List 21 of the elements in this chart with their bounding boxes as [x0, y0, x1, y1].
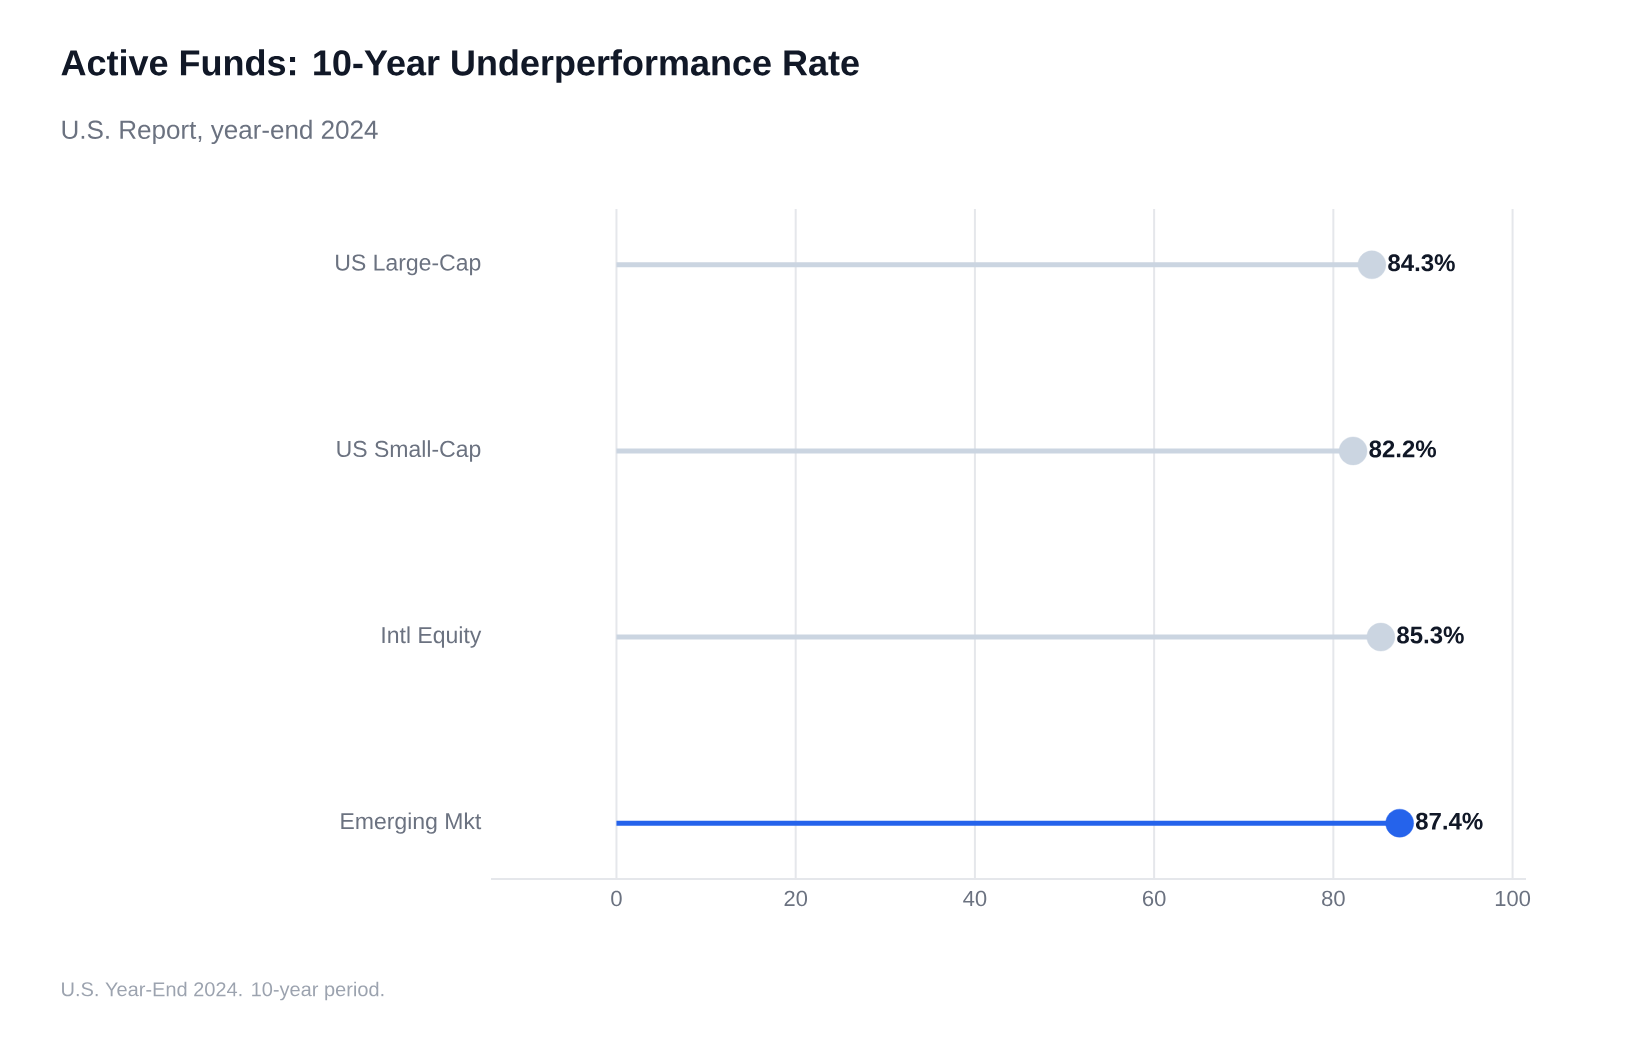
text: U.S. Year-End 2024. 10-year period. [62, 981, 384, 1001]
x-tick-label: 40 [963, 890, 987, 907]
data-label: 82.2% [1369, 440, 1436, 458]
y-tick-label: US Large-Cap [336, 254, 481, 276]
x-tick-label: 100 [1495, 890, 1531, 907]
point [1338, 436, 1368, 466]
point [1357, 250, 1387, 280]
x-tick-label: 20 [784, 890, 808, 907]
x-tick-label: 60 [1143, 890, 1166, 907]
data-label: 85.3% [1397, 626, 1464, 644]
x-tick-label: 0 [611, 890, 622, 907]
y-tick-label: Intl Equity [382, 626, 482, 648]
point [1366, 622, 1396, 652]
data-label: 84.3% [1388, 254, 1455, 272]
y-tick-label: Emerging Mkt [341, 812, 482, 834]
chart-title: Active Funds: 10-Year Underperformance Rate [61, 49, 859, 83]
data-label: 87.4% [1415, 812, 1483, 830]
y-tick-label: US Small-Cap [337, 440, 481, 462]
point [1385, 808, 1414, 838]
x-tick-label: 80 [1322, 890, 1345, 907]
text: U.S. Report, year-end 2024 [62, 119, 378, 145]
